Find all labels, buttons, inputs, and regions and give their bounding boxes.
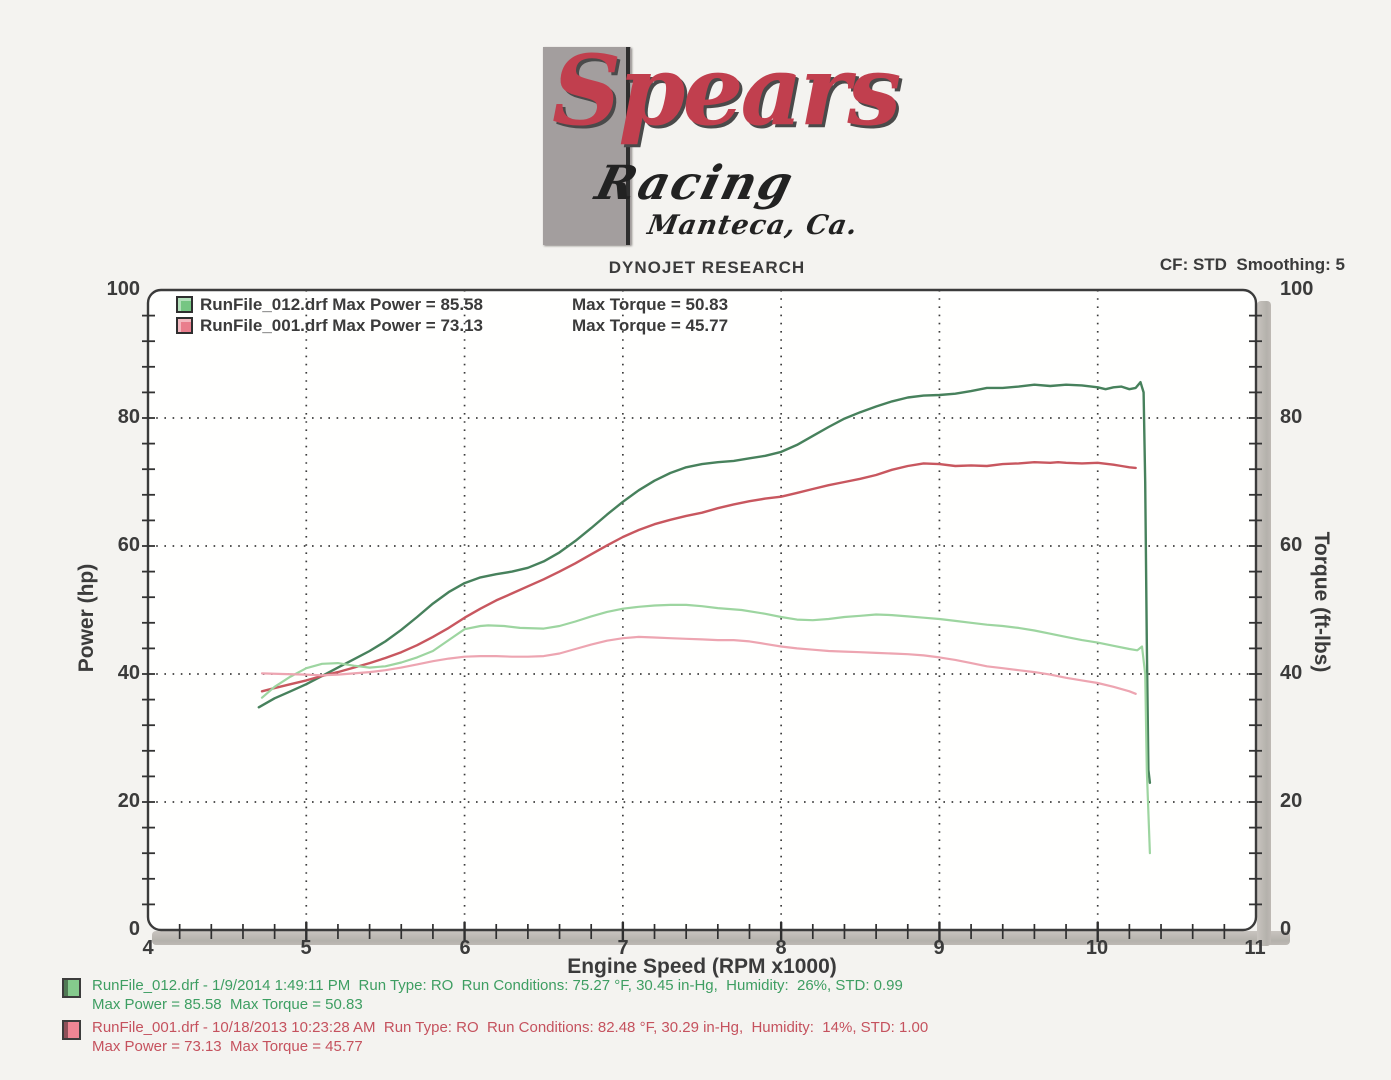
logo-vertical-rule	[626, 47, 630, 245]
curve-runfile-012-drf-torque-ft-lbs-	[260, 603, 1152, 855]
bottom-axis-band	[152, 931, 1290, 945]
logo-brand-text: Spears	[552, 34, 901, 147]
x-tick-label-11: 11	[1244, 937, 1266, 959]
run-line2: Max Power = 73.13 Max Torque = 45.77	[92, 1038, 363, 1055]
y-right-tick-label-60: 60	[1280, 534, 1303, 556]
legend-torque: Max Torque = 45.77	[572, 315, 729, 335]
legend-swatch-1	[176, 317, 193, 334]
dyno-chart	[142, 288, 1262, 942]
run-line1: RunFile_001.drf - 10/18/2013 10:23:28 AM…	[92, 1019, 929, 1036]
curve-runfile-012-drf-power-hp-	[257, 380, 1152, 784]
x-tick-label-4: 4	[142, 937, 154, 959]
y-right-tick-label-40: 40	[1280, 662, 1303, 684]
run-swatch	[62, 1020, 81, 1040]
y-right-tick-label-0: 0	[1280, 918, 1292, 940]
chart-title: DYNOJET RESEARCH	[608, 258, 806, 277]
y-left-tick-label-20: 20	[117, 790, 140, 812]
legend-swatch-0	[176, 296, 193, 313]
x-axis-title: Engine Speed (RPM x1000)	[567, 955, 837, 978]
x-tick-label-7: 7	[617, 937, 629, 959]
curve-runfile-001-drf-power-hp-	[260, 460, 1137, 693]
run-line2: Max Power = 85.58 Max Torque = 50.83	[92, 996, 363, 1013]
x-tick-label-8: 8	[775, 937, 787, 959]
y-right-tick-label-20: 20	[1280, 790, 1303, 812]
y-left-tick-label-100: 100	[106, 278, 140, 300]
y-left-tick-label-80: 80	[117, 406, 140, 428]
legend-torque: Max Torque = 50.83	[572, 294, 729, 314]
logo-location-text: Manteca, Ca.	[645, 210, 861, 241]
footer-run-1: RunFile_001.drf - 10/18/2013 10:23:28 AM…	[62, 1018, 928, 1056]
legend-file-power: RunFile_012.drf Max Power = 85.58	[200, 294, 483, 314]
legend-row: RunFile_001.drf Max Power = 73.13 Max To…	[176, 315, 728, 336]
footer-run-0: RunFile_012.drf - 1/9/2014 1:49:11 PM Ru…	[62, 976, 903, 1014]
y-left-tick-label-40: 40	[117, 662, 140, 684]
plot-frame	[146, 288, 1258, 932]
y-right-tick-label-100: 100	[1280, 278, 1314, 300]
x-tick-label-9: 9	[933, 937, 945, 959]
run-line1: RunFile_012.drf - 1/9/2014 1:49:11 PM Ru…	[92, 977, 903, 994]
chart-settings-label: CF: STD Smoothing: 5	[1159, 255, 1345, 274]
x-tick-label-5: 5	[300, 937, 312, 959]
logo-gray-box	[543, 47, 631, 245]
y-left-tick-label-60: 60	[117, 534, 140, 556]
chart-legend: RunFile_012.drf Max Power = 85.58 Max To…	[176, 294, 728, 336]
curve-runfile-001-drf-torque-ft-lbs-	[260, 635, 1137, 695]
legend-row: RunFile_012.drf Max Power = 85.58 Max To…	[176, 294, 728, 315]
y-right-tick-label-80: 80	[1280, 406, 1303, 428]
y-left-tick-label-0: 0	[128, 918, 140, 940]
x-tick-label-6: 6	[459, 937, 471, 959]
run-swatch	[62, 978, 81, 998]
logo-script-text: Racing	[590, 156, 800, 211]
right-shadow-band	[1257, 301, 1271, 946]
legend-file-power: RunFile_001.drf Max Power = 73.13	[200, 315, 483, 335]
x-tick-label-10: 10	[1085, 937, 1109, 959]
